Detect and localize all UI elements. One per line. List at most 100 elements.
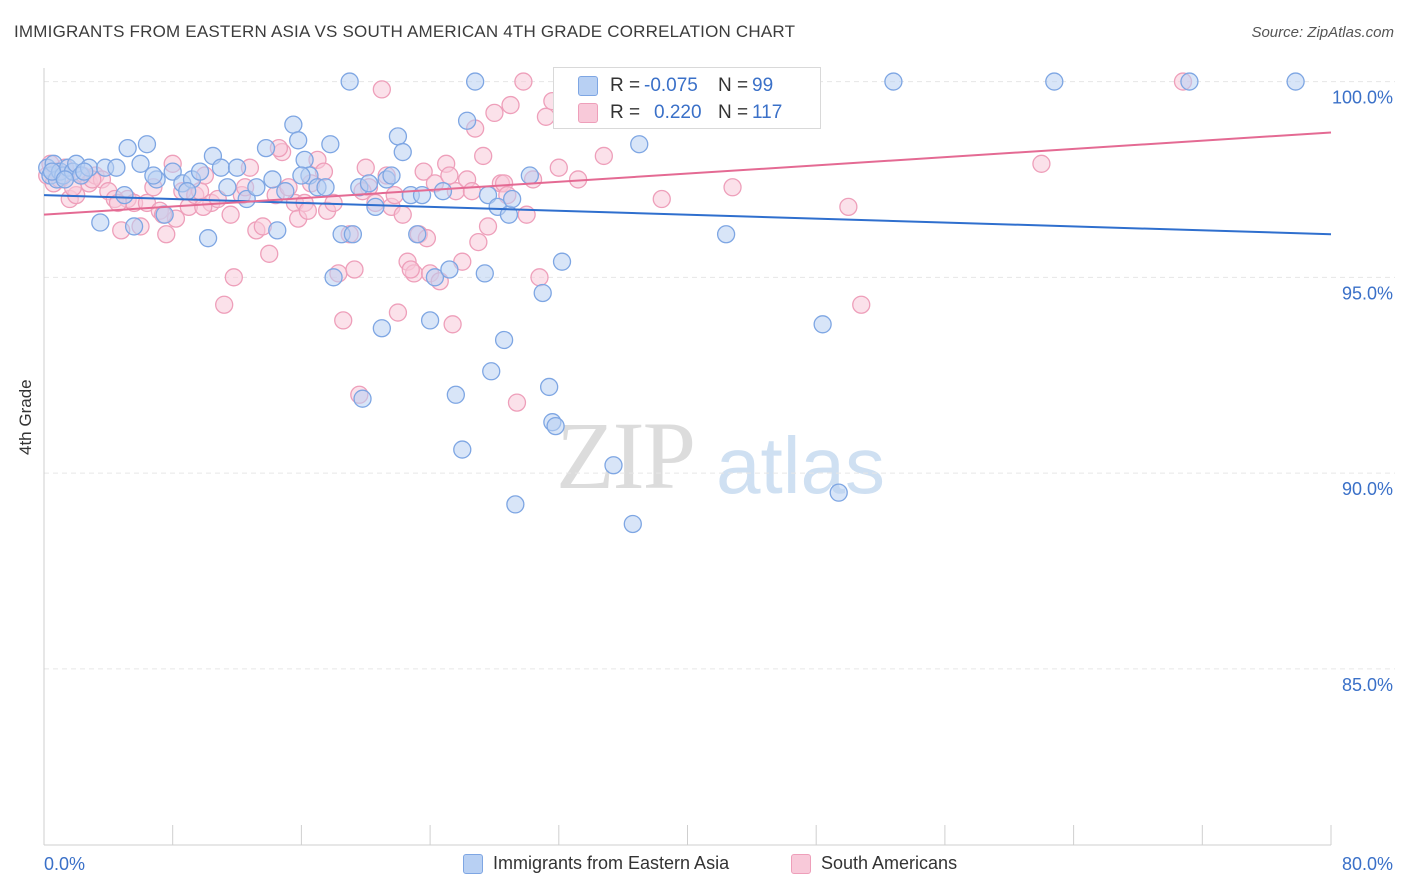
y-tick-label: 90.0% <box>1342 479 1393 499</box>
y-axis-label: 4th Grade <box>16 379 35 455</box>
point-eastern-asia <box>247 178 266 197</box>
point-south-american <box>385 185 404 205</box>
legend-label-south-americans: South Americans <box>821 853 958 873</box>
point-eastern-asia <box>359 174 379 193</box>
point-eastern-asia <box>433 182 453 201</box>
point-eastern-asia <box>131 154 150 173</box>
point-eastern-asia <box>813 315 832 334</box>
y-tick-label: 100.0% <box>1332 88 1393 108</box>
point-eastern-asia <box>372 319 391 338</box>
point-eastern-asia <box>494 330 514 350</box>
point-south-american <box>1032 154 1051 173</box>
point-eastern-asia <box>1286 72 1305 91</box>
x-tick-label-min: 0.0% <box>44 854 85 874</box>
legend-swatch-pink <box>791 853 811 874</box>
point-eastern-asia <box>343 225 363 244</box>
legend-item-south-americans[interactable]: South Americans <box>791 853 957 874</box>
point-eastern-asia <box>324 268 343 287</box>
point-eastern-asia <box>552 252 572 271</box>
point-eastern-asia <box>107 158 126 177</box>
point-eastern-asia <box>284 115 303 134</box>
point-south-american <box>839 197 858 217</box>
point-eastern-asia <box>465 72 485 91</box>
point-south-american <box>536 107 556 126</box>
point-eastern-asia <box>155 205 174 224</box>
point-eastern-asia <box>457 111 477 130</box>
point-eastern-asia <box>218 178 237 197</box>
point-eastern-asia <box>211 158 231 177</box>
point-south-american <box>514 72 533 91</box>
point-eastern-asia <box>263 170 282 189</box>
x-tick-label-max: 80.0% <box>1342 854 1393 874</box>
n-value-blue: 99 <box>752 75 774 96</box>
point-eastern-asia <box>440 260 459 279</box>
point-eastern-asia <box>198 229 218 248</box>
point-eastern-asia <box>623 514 642 534</box>
point-south-american <box>652 189 671 209</box>
point-eastern-asia <box>118 138 137 158</box>
r-label: R = <box>610 75 641 96</box>
n-label: N = <box>718 102 749 123</box>
legend-label-eastern-asia: Immigrants from Eastern Asia <box>493 853 730 873</box>
point-south-american <box>372 80 391 99</box>
point-south-american <box>723 178 742 197</box>
pink-swatch <box>578 103 598 123</box>
point-eastern-asia <box>321 135 340 154</box>
point-south-american <box>478 217 498 236</box>
n-label: N = <box>718 75 749 96</box>
legend: Immigrants from Eastern Asia South Ameri… <box>0 850 1406 880</box>
point-eastern-asia <box>340 72 359 91</box>
point-south-american <box>549 158 568 177</box>
n-value-pink: 117 <box>752 102 783 123</box>
point-eastern-asia <box>475 264 494 283</box>
point-eastern-asia <box>446 385 465 404</box>
point-eastern-asia <box>533 283 552 303</box>
point-south-american <box>485 103 504 123</box>
point-eastern-asia <box>75 162 94 181</box>
point-south-american <box>345 260 364 279</box>
point-eastern-asia <box>408 225 427 244</box>
point-eastern-asia <box>520 166 539 185</box>
point-south-american <box>474 146 493 166</box>
point-eastern-asia <box>1180 72 1199 91</box>
point-south-american <box>530 268 549 287</box>
r-label: R = <box>610 102 641 123</box>
point-eastern-asia <box>289 131 308 150</box>
point-south-american <box>194 197 213 217</box>
point-south-american <box>215 295 234 314</box>
point-eastern-asia <box>366 197 385 217</box>
point-eastern-asia <box>292 166 311 185</box>
point-eastern-asia <box>237 189 256 209</box>
point-eastern-asia <box>256 138 276 158</box>
point-south-american <box>469 232 488 252</box>
point-south-american <box>401 260 420 279</box>
point-eastern-asia <box>546 416 565 436</box>
y-tick-label: 85.0% <box>1342 675 1393 695</box>
point-south-american <box>356 158 375 177</box>
point-eastern-asia <box>453 440 472 459</box>
stats-box: R = -0.075 N = 99 R = 0.220 N = 117 <box>553 67 821 129</box>
r-value-pink: 0.220 <box>654 102 702 123</box>
point-eastern-asia <box>190 162 210 181</box>
point-eastern-asia <box>295 150 314 170</box>
point-eastern-asia <box>630 135 649 154</box>
point-eastern-asia <box>227 158 247 177</box>
legend-swatch-blue <box>463 853 483 874</box>
point-eastern-asia <box>268 221 287 240</box>
legend-item-eastern-asia[interactable]: Immigrants from Eastern Asia <box>463 853 729 874</box>
point-eastern-asia <box>420 311 440 330</box>
point-south-american <box>594 146 613 166</box>
point-eastern-asia <box>163 162 182 181</box>
point-eastern-asia <box>276 182 295 201</box>
source-credit: Source: ZipAtlas.com <box>1251 24 1394 41</box>
point-eastern-asia <box>604 456 623 475</box>
point-eastern-asia <box>91 213 110 232</box>
point-eastern-asia <box>124 217 144 236</box>
point-eastern-asia <box>178 182 197 201</box>
point-south-american <box>414 162 433 181</box>
point-south-american <box>443 315 462 334</box>
point-eastern-asia <box>353 389 372 408</box>
point-eastern-asia <box>393 142 412 162</box>
trendline-south-american <box>43 131 1332 216</box>
